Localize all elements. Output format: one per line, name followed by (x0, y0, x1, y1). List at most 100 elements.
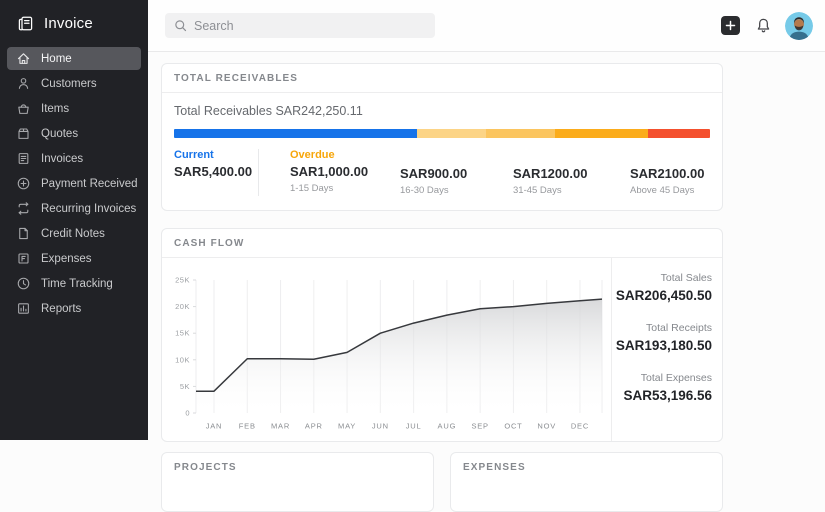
sidebar-item-label: Items (41, 102, 70, 115)
total-value: SAR193,180.50 (615, 338, 712, 353)
breakdown-amount: SAR2100.00 (630, 166, 705, 181)
bottom-card-right-header: EXPENSES (463, 462, 526, 473)
sidebar-item-label: Recurring Invoices (41, 202, 137, 215)
sidebar-item-reports[interactable]: Reports (7, 297, 141, 320)
bottom-card-left[interactable]: PROJECTS (161, 452, 434, 512)
cash-flow-card: CASH FLOW 25K 20K 15K 10K 5K 0 JAN FEB MAR APR MAY… (161, 228, 723, 442)
svg-text:0: 0 (185, 409, 190, 418)
total-label: Total Sales (660, 272, 712, 284)
svg-text:MAY: MAY (338, 422, 356, 431)
svg-text:OCT: OCT (504, 422, 522, 431)
progress-segment-overdue-above-45 (648, 129, 710, 138)
plus-icon (725, 20, 736, 31)
app-title: Invoice (44, 15, 93, 32)
invoices-icon (16, 151, 31, 166)
svg-text:DEC: DEC (571, 422, 589, 431)
sidebar-item-label: Payment Received (41, 177, 138, 190)
breakdown-amount: SAR1,000.00 (290, 164, 369, 179)
total-receivables-summary: Total Receivables SAR242,250.11 (174, 104, 710, 118)
sidebar-item-label: Home (41, 52, 72, 65)
topbar (148, 0, 825, 52)
customers-icon (16, 76, 31, 91)
receivables-progress-bar (174, 129, 710, 138)
total-label: Total Expenses (640, 372, 712, 384)
cash-flow-chart: 25K 20K 15K 10K 5K 0 JAN FEB MAR APR MAY JUN JUL AUG S… (162, 276, 611, 441)
sidebar-item-label: Time Tracking (41, 277, 113, 290)
sidebar-item-label: Credit Notes (41, 227, 105, 240)
sidebar-item-label: Customers (41, 77, 97, 90)
svg-text:MAR: MAR (271, 422, 290, 431)
total-label: Total Receipts (646, 322, 712, 334)
progress-segment-overdue-31-45 (555, 129, 649, 138)
total-receivables-summary-value: SAR242,250.11 (275, 104, 363, 118)
cash-flow-totals: Total Sales SAR206,450.50 Total Receipts SA… (611, 258, 724, 441)
dashboard-content: TOTAL RECEIVABLES Total Receivables SAR2… (148, 52, 825, 512)
breakdown-column-0: Current SAR5,400.00 (174, 149, 259, 196)
bottom-card-right[interactable]: EXPENSES (450, 452, 723, 512)
invoice-logo-icon (16, 14, 35, 33)
expenses-icon (16, 251, 31, 266)
search-input[interactable] (194, 18, 426, 33)
time-tracking-icon (16, 276, 31, 291)
sidebar-item-label: Expenses (41, 252, 92, 265)
breakdown-days-range: Above 45 Days (630, 185, 695, 196)
svg-text:SEP: SEP (471, 422, 488, 431)
total-receivables-summary-label: Total Receivables (174, 104, 272, 118)
recurring-invoices-icon (16, 201, 31, 216)
sidebar-nav: Home Customers Items Quotes Invoices Payment … (0, 47, 148, 320)
sidebar-item-label: Reports (41, 302, 82, 315)
sidebar-item-customers[interactable]: Customers (7, 72, 141, 95)
main-area: TOTAL RECEIVABLES Total Receivables SAR2… (148, 0, 825, 512)
svg-text:AUG: AUG (438, 422, 457, 431)
progress-segment-current (174, 129, 418, 138)
total-group-total-receipts: Total Receipts SAR193,180.50 (612, 322, 712, 353)
cash-flow-area-chart: 25K 20K 15K 10K 5K 0 JAN FEB MAR APR MAY JUN JUL AUG S… (175, 276, 603, 431)
svg-text:JUL: JUL (406, 422, 422, 431)
app-logo[interactable]: Invoice (0, 0, 148, 43)
home-icon (16, 51, 31, 66)
bottom-card-left-header: PROJECTS (174, 462, 237, 473)
sidebar-item-credit-notes[interactable]: Credit Notes (7, 222, 141, 245)
svg-text:APR: APR (305, 422, 323, 431)
total-value: SAR53,196.56 (623, 388, 712, 403)
sidebar-item-label: Invoices (41, 152, 84, 165)
sidebar-item-recurring-invoices[interactable]: Recurring Invoices (7, 197, 141, 220)
user-avatar[interactable] (785, 11, 813, 40)
sidebar-item-invoices[interactable]: Invoices (7, 147, 141, 170)
bottom-cards-row: PROJECTS EXPENSES (161, 452, 723, 512)
quotes-icon (16, 126, 31, 141)
search-box[interactable] (165, 13, 435, 38)
sidebar: Invoice Home Customers Items Quotes Invoices… (0, 0, 148, 440)
svg-text:NOV: NOV (537, 422, 556, 431)
sidebar-item-expenses[interactable]: Expenses (7, 247, 141, 270)
sidebar-item-payment-received[interactable]: Payment Received (7, 172, 141, 195)
sidebar-item-home[interactable]: Home (7, 47, 141, 70)
avatar-image (785, 11, 813, 40)
total-receivables-card: TOTAL RECEIVABLES Total Receivables SAR2… (161, 63, 723, 211)
breakdown-amount: SAR1200.00 (513, 166, 588, 181)
svg-text:JUN: JUN (372, 422, 389, 431)
sidebar-item-quotes[interactable]: Quotes (7, 122, 141, 145)
notifications-button[interactable] (755, 17, 772, 34)
progress-segment-overdue-16-30 (485, 129, 556, 138)
quick-create-button[interactable] (721, 16, 740, 35)
sidebar-item-time-tracking[interactable]: Time Tracking (7, 272, 141, 295)
total-group-total-sales: Total Sales SAR206,450.50 (612, 272, 712, 303)
breakdown-column-4: SAR2100.00 Above 45 Days (630, 149, 710, 196)
svg-text:5K: 5K (180, 382, 190, 391)
breakdown-column-3: SAR1200.00 31-45 Days (513, 149, 630, 196)
svg-text:15K: 15K (175, 329, 190, 338)
svg-text:25K: 25K (175, 276, 190, 285)
svg-text:20K: 20K (175, 302, 190, 311)
svg-text:JAN: JAN (206, 422, 223, 431)
reports-icon (16, 301, 31, 316)
total-receivables-header: TOTAL RECEIVABLES (162, 64, 722, 93)
credit-notes-icon (16, 226, 31, 241)
sidebar-item-items[interactable]: Items (7, 97, 141, 120)
breakdown-column-2: SAR900.00 16-30 Days (400, 149, 513, 196)
breakdown-column-1: Overdue SAR1,000.00 1-15 Days (259, 149, 400, 196)
breakdown-amount: SAR5,400.00 (174, 164, 253, 179)
breakdown-days-range: 1-15 Days (290, 183, 334, 194)
items-icon (16, 101, 31, 116)
svg-text:FEB: FEB (239, 422, 256, 431)
